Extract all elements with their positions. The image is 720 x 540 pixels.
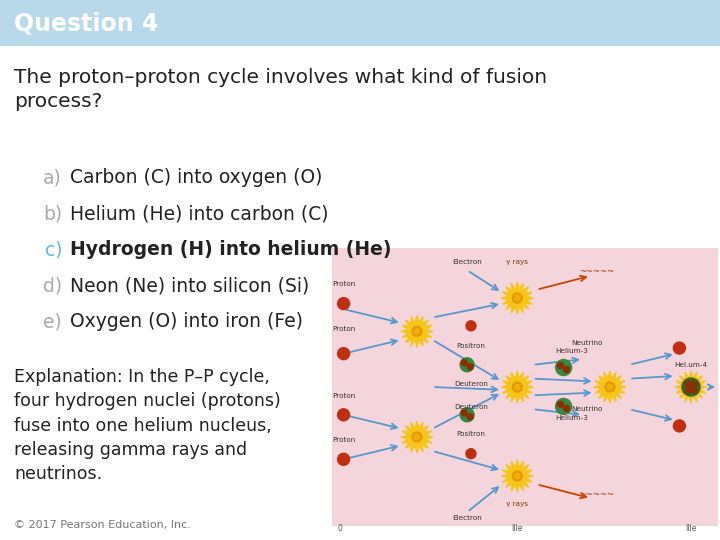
Polygon shape [501, 460, 534, 492]
Circle shape [467, 364, 473, 370]
Circle shape [414, 434, 420, 440]
Circle shape [338, 348, 350, 360]
Circle shape [461, 410, 467, 416]
Circle shape [688, 384, 693, 390]
Text: Explanation: In the P–P cycle,
four hydrogen nuclei (protons)
fuse into one heli: Explanation: In the P–P cycle, four hydr… [14, 368, 281, 483]
Polygon shape [401, 421, 433, 453]
Text: The proton–proton cycle involves what kind of fusion
process?: The proton–proton cycle involves what ki… [14, 68, 547, 111]
Circle shape [466, 321, 476, 331]
Polygon shape [594, 371, 626, 403]
Text: Carbon (C) into oxygen (O): Carbon (C) into oxygen (O) [70, 168, 323, 187]
Circle shape [556, 360, 572, 375]
Polygon shape [501, 282, 534, 314]
Circle shape [607, 384, 613, 390]
Circle shape [338, 298, 350, 309]
Circle shape [460, 358, 474, 372]
Circle shape [556, 399, 572, 415]
Text: a): a) [43, 168, 62, 187]
Circle shape [513, 471, 522, 481]
Text: Positron: Positron [456, 342, 485, 348]
Polygon shape [501, 371, 534, 403]
Text: Electron: Electron [452, 259, 482, 265]
Circle shape [467, 414, 473, 420]
Text: Proton: Proton [332, 281, 355, 287]
Circle shape [412, 327, 422, 336]
Circle shape [515, 473, 520, 478]
Text: Neutrino: Neutrino [571, 407, 603, 413]
FancyBboxPatch shape [0, 0, 720, 46]
Circle shape [338, 409, 350, 421]
Circle shape [412, 432, 422, 442]
Text: Proton: Proton [332, 326, 355, 332]
Text: Helium-3: Helium-3 [555, 415, 588, 421]
Text: Positron: Positron [456, 431, 485, 437]
Text: Deuteron: Deuteron [454, 404, 488, 410]
Text: Proton: Proton [332, 393, 355, 399]
Circle shape [513, 382, 522, 392]
Text: Question 4: Question 4 [14, 11, 158, 35]
Circle shape [686, 382, 696, 392]
Text: d): d) [43, 276, 62, 295]
Text: Neutrino: Neutrino [571, 340, 603, 346]
Text: b): b) [43, 204, 62, 223]
Text: Hydrogen (H) into helium (He): Hydrogen (H) into helium (He) [70, 240, 392, 259]
Circle shape [685, 387, 691, 393]
Polygon shape [401, 315, 433, 347]
Text: IIIe: IIIe [512, 524, 523, 533]
Text: Hel.um-4: Hel.um-4 [675, 362, 708, 368]
Text: ~~~~~: ~~~~~ [579, 490, 614, 499]
Text: γ rays: γ rays [506, 501, 528, 507]
Circle shape [605, 382, 615, 392]
Circle shape [691, 387, 697, 393]
Circle shape [515, 384, 520, 390]
Circle shape [466, 449, 476, 458]
Text: IIIe: IIIe [685, 524, 697, 533]
Circle shape [414, 329, 420, 334]
Circle shape [515, 295, 520, 301]
Circle shape [460, 408, 474, 422]
Text: Oxygen (O) into iron (Fe): Oxygen (O) into iron (Fe) [70, 312, 303, 331]
Text: Proton: Proton [332, 437, 355, 443]
Text: e): e) [43, 312, 62, 331]
FancyBboxPatch shape [332, 248, 718, 526]
Text: γ rays: γ rays [506, 259, 528, 265]
Text: ~~~~~: ~~~~~ [579, 267, 614, 276]
Circle shape [673, 420, 685, 432]
Circle shape [691, 381, 697, 387]
Circle shape [513, 293, 522, 303]
Text: Deuteron: Deuteron [454, 381, 488, 387]
Circle shape [557, 401, 564, 408]
Text: © 2017 Pearson Education, Inc.: © 2017 Pearson Education, Inc. [14, 520, 191, 530]
Circle shape [557, 362, 564, 368]
Text: Helium (He) into carbon (C): Helium (He) into carbon (C) [70, 204, 328, 223]
Circle shape [338, 453, 350, 465]
Circle shape [564, 367, 570, 373]
Polygon shape [675, 371, 707, 403]
Circle shape [673, 342, 685, 354]
Circle shape [564, 406, 570, 411]
Text: Neon (Ne) into silicon (Si): Neon (Ne) into silicon (Si) [70, 276, 310, 295]
Circle shape [685, 381, 691, 387]
Text: Helium-3: Helium-3 [555, 348, 588, 354]
Circle shape [682, 378, 700, 396]
Text: 0: 0 [337, 524, 342, 533]
Text: c): c) [45, 240, 62, 259]
Circle shape [461, 360, 467, 366]
Text: Electron: Electron [452, 515, 482, 521]
